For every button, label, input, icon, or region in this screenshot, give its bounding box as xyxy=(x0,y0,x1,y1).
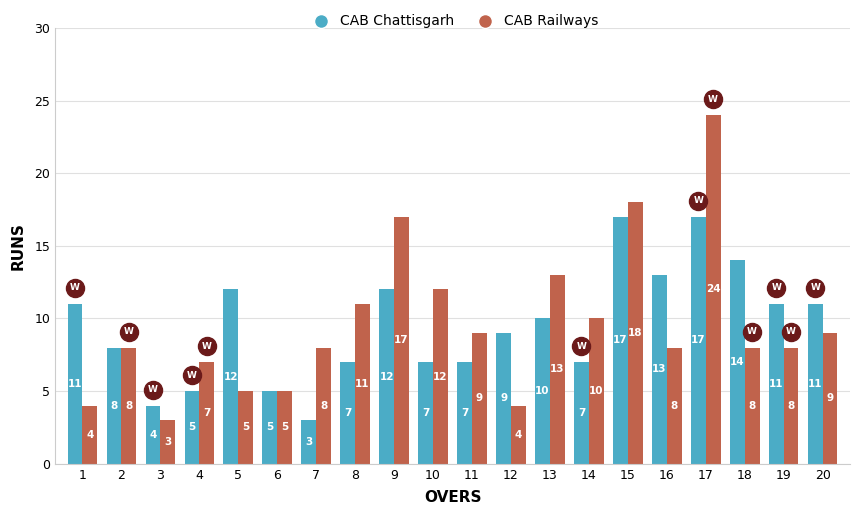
Bar xyxy=(706,115,721,464)
Text: 3: 3 xyxy=(164,437,171,447)
Text: W: W xyxy=(709,94,718,104)
Text: W: W xyxy=(786,327,796,336)
Bar xyxy=(199,362,214,464)
Text: 7: 7 xyxy=(578,408,585,418)
Legend: CAB Chattisgarh, CAB Railways: CAB Chattisgarh, CAB Railways xyxy=(301,9,604,34)
X-axis label: OVERS: OVERS xyxy=(424,490,481,505)
Bar xyxy=(691,217,706,464)
Bar xyxy=(107,347,121,464)
Text: W: W xyxy=(201,342,212,350)
Text: 12: 12 xyxy=(380,372,394,381)
Text: 3: 3 xyxy=(305,437,313,447)
Bar xyxy=(433,289,448,464)
Text: W: W xyxy=(148,385,158,394)
Text: 7: 7 xyxy=(422,408,430,418)
Bar xyxy=(184,391,199,464)
Bar xyxy=(394,217,409,464)
Text: 4: 4 xyxy=(515,430,522,440)
Text: 13: 13 xyxy=(652,364,666,374)
Text: 14: 14 xyxy=(730,357,745,367)
Text: 8: 8 xyxy=(320,400,327,411)
Text: 17: 17 xyxy=(691,335,706,345)
Text: 12: 12 xyxy=(224,372,238,381)
Text: W: W xyxy=(187,370,197,380)
Bar xyxy=(574,362,589,464)
Text: 8: 8 xyxy=(671,400,678,411)
Text: 11: 11 xyxy=(356,379,369,389)
Text: 8: 8 xyxy=(125,400,133,411)
Bar xyxy=(666,347,682,464)
Text: 5: 5 xyxy=(189,423,195,432)
Bar xyxy=(784,347,798,464)
Bar xyxy=(238,391,253,464)
Text: 9: 9 xyxy=(827,393,833,404)
Text: 10: 10 xyxy=(589,386,604,396)
Bar xyxy=(496,333,511,464)
Text: 5: 5 xyxy=(266,423,274,432)
Bar xyxy=(340,362,355,464)
Bar xyxy=(146,406,160,464)
Bar xyxy=(316,347,331,464)
Text: W: W xyxy=(810,283,821,293)
Text: W: W xyxy=(70,283,80,293)
Text: 13: 13 xyxy=(550,364,565,374)
Text: W: W xyxy=(747,327,757,336)
Y-axis label: RUNS: RUNS xyxy=(11,222,26,270)
Text: W: W xyxy=(124,327,133,336)
Bar xyxy=(511,406,526,464)
Text: W: W xyxy=(577,342,586,350)
Text: 10: 10 xyxy=(536,386,550,396)
Bar xyxy=(301,420,316,464)
Bar xyxy=(121,347,136,464)
Text: 7: 7 xyxy=(461,408,468,418)
Text: 17: 17 xyxy=(394,335,409,345)
Bar xyxy=(418,362,433,464)
Bar xyxy=(589,318,604,464)
Text: 5: 5 xyxy=(281,423,288,432)
Text: 8: 8 xyxy=(788,400,795,411)
Bar xyxy=(550,275,565,464)
Text: W: W xyxy=(771,283,781,293)
Text: 18: 18 xyxy=(628,328,642,338)
Bar xyxy=(628,202,642,464)
Bar xyxy=(822,333,838,464)
Text: W: W xyxy=(693,196,703,205)
Text: 12: 12 xyxy=(433,372,448,381)
Bar xyxy=(380,289,394,464)
Bar xyxy=(730,261,745,464)
Bar xyxy=(652,275,666,464)
Text: 7: 7 xyxy=(203,408,210,418)
Text: 5: 5 xyxy=(242,423,250,432)
Text: 24: 24 xyxy=(706,284,721,295)
Bar xyxy=(160,420,175,464)
Text: 9: 9 xyxy=(476,393,483,404)
Bar xyxy=(355,304,370,464)
Text: 11: 11 xyxy=(68,379,83,389)
Bar xyxy=(808,304,822,464)
Text: 11: 11 xyxy=(769,379,784,389)
Bar xyxy=(224,289,238,464)
Text: 11: 11 xyxy=(808,379,822,389)
Bar xyxy=(83,406,97,464)
Bar xyxy=(263,391,277,464)
Bar xyxy=(536,318,550,464)
Text: 17: 17 xyxy=(613,335,628,345)
Bar xyxy=(277,391,292,464)
Bar xyxy=(457,362,472,464)
Bar xyxy=(745,347,759,464)
Bar xyxy=(613,217,628,464)
Text: 4: 4 xyxy=(149,430,157,440)
Text: 9: 9 xyxy=(500,393,507,404)
Bar xyxy=(68,304,83,464)
Bar xyxy=(769,304,784,464)
Text: 8: 8 xyxy=(110,400,118,411)
Text: 4: 4 xyxy=(86,430,94,440)
Text: 8: 8 xyxy=(748,400,756,411)
Bar xyxy=(472,333,486,464)
Text: 7: 7 xyxy=(344,408,351,418)
